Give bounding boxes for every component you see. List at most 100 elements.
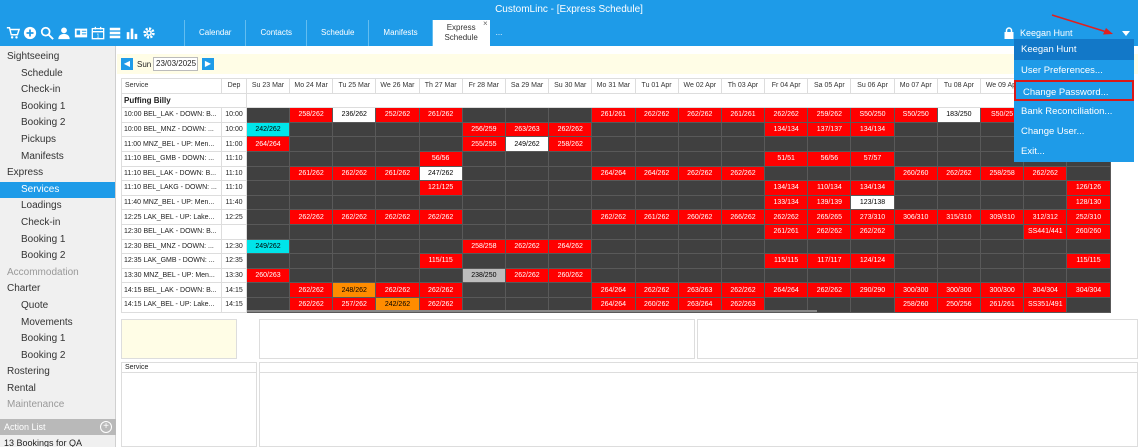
calendar-icon[interactable]: 1	[90, 25, 106, 41]
capacity-cell[interactable]: 262/262	[936, 165, 982, 182]
capacity-cell[interactable]: 134/134	[764, 121, 809, 138]
capacity-cell[interactable]: 126/126	[1066, 180, 1111, 196]
capacity-cell[interactable]	[1023, 238, 1068, 255]
capacity-cell[interactable]	[893, 180, 938, 196]
capacity-cell[interactable]: 249/262	[504, 136, 550, 152]
capacity-cell[interactable]	[461, 282, 506, 298]
capacity-cell[interactable]	[461, 165, 506, 182]
capacity-cell[interactable]: 261/262	[418, 107, 463, 123]
capacity-cell[interactable]	[548, 150, 593, 167]
capacity-cell[interactable]	[591, 121, 636, 138]
capacity-cell[interactable]: 262/262	[807, 282, 852, 298]
capacity-cell[interactable]: 137/137	[807, 121, 852, 138]
capacity-cell[interactable]	[548, 107, 593, 123]
service-row[interactable]: 14:15 BEL_LAK - DOWN: B... 14:15 262/262 24…	[121, 282, 1111, 298]
capacity-cell[interactable]: 261/261	[979, 296, 1025, 313]
capacity-cell[interactable]	[591, 136, 636, 152]
capacity-cell[interactable]	[677, 194, 722, 211]
capacity-cell[interactable]	[246, 107, 290, 123]
capacity-cell[interactable]: 262/262	[418, 296, 463, 313]
capacity-cell[interactable]	[764, 165, 809, 182]
capacity-cell[interactable]: 261/262	[288, 165, 334, 182]
capacity-cell[interactable]: 309/310	[979, 209, 1025, 225]
capacity-cell[interactable]	[461, 150, 506, 167]
capacity-cell[interactable]: 133/134	[764, 194, 809, 211]
sidebar-item-booking-1[interactable]: Booking 1	[21, 100, 66, 112]
capacity-cell[interactable]: 57/57	[850, 150, 895, 167]
horizontal-scrollbar[interactable]	[247, 310, 817, 312]
capacity-cell[interactable]	[246, 209, 290, 225]
card-icon[interactable]	[73, 25, 89, 41]
capacity-cell[interactable]	[936, 267, 982, 284]
capacity-cell[interactable]: 263/263	[677, 282, 722, 298]
capacity-cell[interactable]	[764, 136, 809, 152]
capacity-cell[interactable]: 262/262	[850, 223, 895, 240]
capacity-cell[interactable]	[979, 223, 1025, 240]
capacity-cell[interactable]: 258/260	[893, 296, 938, 313]
action-list-item[interactable]: 13 Bookings for QA	[4, 438, 83, 447]
capacity-cell[interactable]: 262/262	[288, 282, 334, 298]
capacity-cell[interactable]	[979, 194, 1025, 211]
capacity-cell[interactable]: 236/262	[332, 107, 377, 123]
capacity-cell[interactable]	[548, 180, 593, 196]
capacity-cell[interactable]: 262/262	[764, 107, 809, 123]
chart-icon[interactable]	[124, 25, 140, 41]
service-row[interactable]: 11:40 MNZ_BEL - UP: Men... 11:40 133/134 13…	[121, 194, 1111, 211]
person-icon[interactable]	[56, 25, 72, 41]
capacity-cell[interactable]	[979, 253, 1025, 269]
capacity-cell[interactable]	[720, 121, 766, 138]
capacity-cell[interactable]	[332, 238, 377, 255]
capacity-cell[interactable]: 262/262	[288, 209, 334, 225]
capacity-cell[interactable]	[288, 136, 334, 152]
capacity-cell[interactable]	[288, 223, 334, 240]
capacity-cell[interactable]	[504, 107, 550, 123]
capacity-cell[interactable]: 262/262	[634, 282, 679, 298]
service-row[interactable]: 11:10 BEL_LAK - DOWN: B... 11:10 261/262 26…	[121, 165, 1111, 182]
capacity-cell[interactable]: 56/56	[418, 150, 463, 167]
capacity-cell[interactable]: 264/264	[591, 296, 636, 313]
sidebar-item-quote[interactable]: Quote	[21, 299, 49, 311]
capacity-cell[interactable]	[936, 238, 982, 255]
capacity-cell[interactable]: 51/51	[764, 150, 809, 167]
capacity-cell[interactable]	[418, 136, 463, 152]
capacity-cell[interactable]	[548, 253, 593, 269]
sidebar-item-loadings[interactable]: Loadings	[21, 200, 62, 212]
capacity-cell[interactable]	[979, 238, 1025, 255]
capacity-cell[interactable]	[375, 180, 420, 196]
capacity-cell[interactable]	[288, 253, 334, 269]
menu-item-exit[interactable]: Exit...	[1021, 146, 1045, 158]
capacity-cell[interactable]: 262/263	[720, 296, 766, 313]
capacity-cell[interactable]	[634, 194, 679, 211]
capacity-cell[interactable]	[720, 136, 766, 152]
capacity-cell[interactable]	[807, 238, 852, 255]
capacity-cell[interactable]	[634, 253, 679, 269]
gear-icon[interactable]	[141, 25, 157, 41]
capacity-cell[interactable]: 260/262	[548, 267, 593, 284]
capacity-cell[interactable]: 128/130	[1066, 194, 1111, 211]
tab-overflow-button[interactable]: ...	[495, 28, 503, 37]
capacity-cell[interactable]	[591, 223, 636, 240]
capacity-cell[interactable]	[893, 253, 938, 269]
capacity-cell[interactable]	[764, 296, 809, 313]
capacity-cell[interactable]	[288, 180, 334, 196]
capacity-cell[interactable]	[634, 121, 679, 138]
capacity-cell[interactable]: 261/262	[634, 209, 679, 225]
capacity-cell[interactable]	[591, 194, 636, 211]
capacity-cell[interactable]	[893, 238, 938, 255]
capacity-cell[interactable]	[764, 267, 809, 284]
sidebar-item-booking-2[interactable]: Booking 2	[21, 117, 66, 129]
tab-schedule[interactable]: Schedule	[306, 20, 368, 46]
capacity-cell[interactable]: 56/56	[807, 150, 852, 167]
tab-express-schedule[interactable]: Express Schedule ×	[431, 20, 490, 46]
capacity-cell[interactable]: 262/262	[677, 107, 722, 123]
sidebar-item-express-booking-1[interactable]: Booking 1	[21, 233, 66, 245]
capacity-cell[interactable]	[288, 238, 334, 255]
capacity-cell[interactable]	[375, 253, 420, 269]
capacity-cell[interactable]	[332, 121, 377, 138]
service-row[interactable]: 14:15 LAK_BEL - UP: Lake... 14:15 262/262 2…	[121, 296, 1111, 313]
capacity-cell[interactable]	[634, 267, 679, 284]
capacity-cell[interactable]	[893, 121, 938, 138]
capacity-cell[interactable]: 110/134	[807, 180, 852, 196]
capacity-cell[interactable]: 260/262	[677, 209, 722, 225]
capacity-cell[interactable]	[850, 296, 895, 313]
